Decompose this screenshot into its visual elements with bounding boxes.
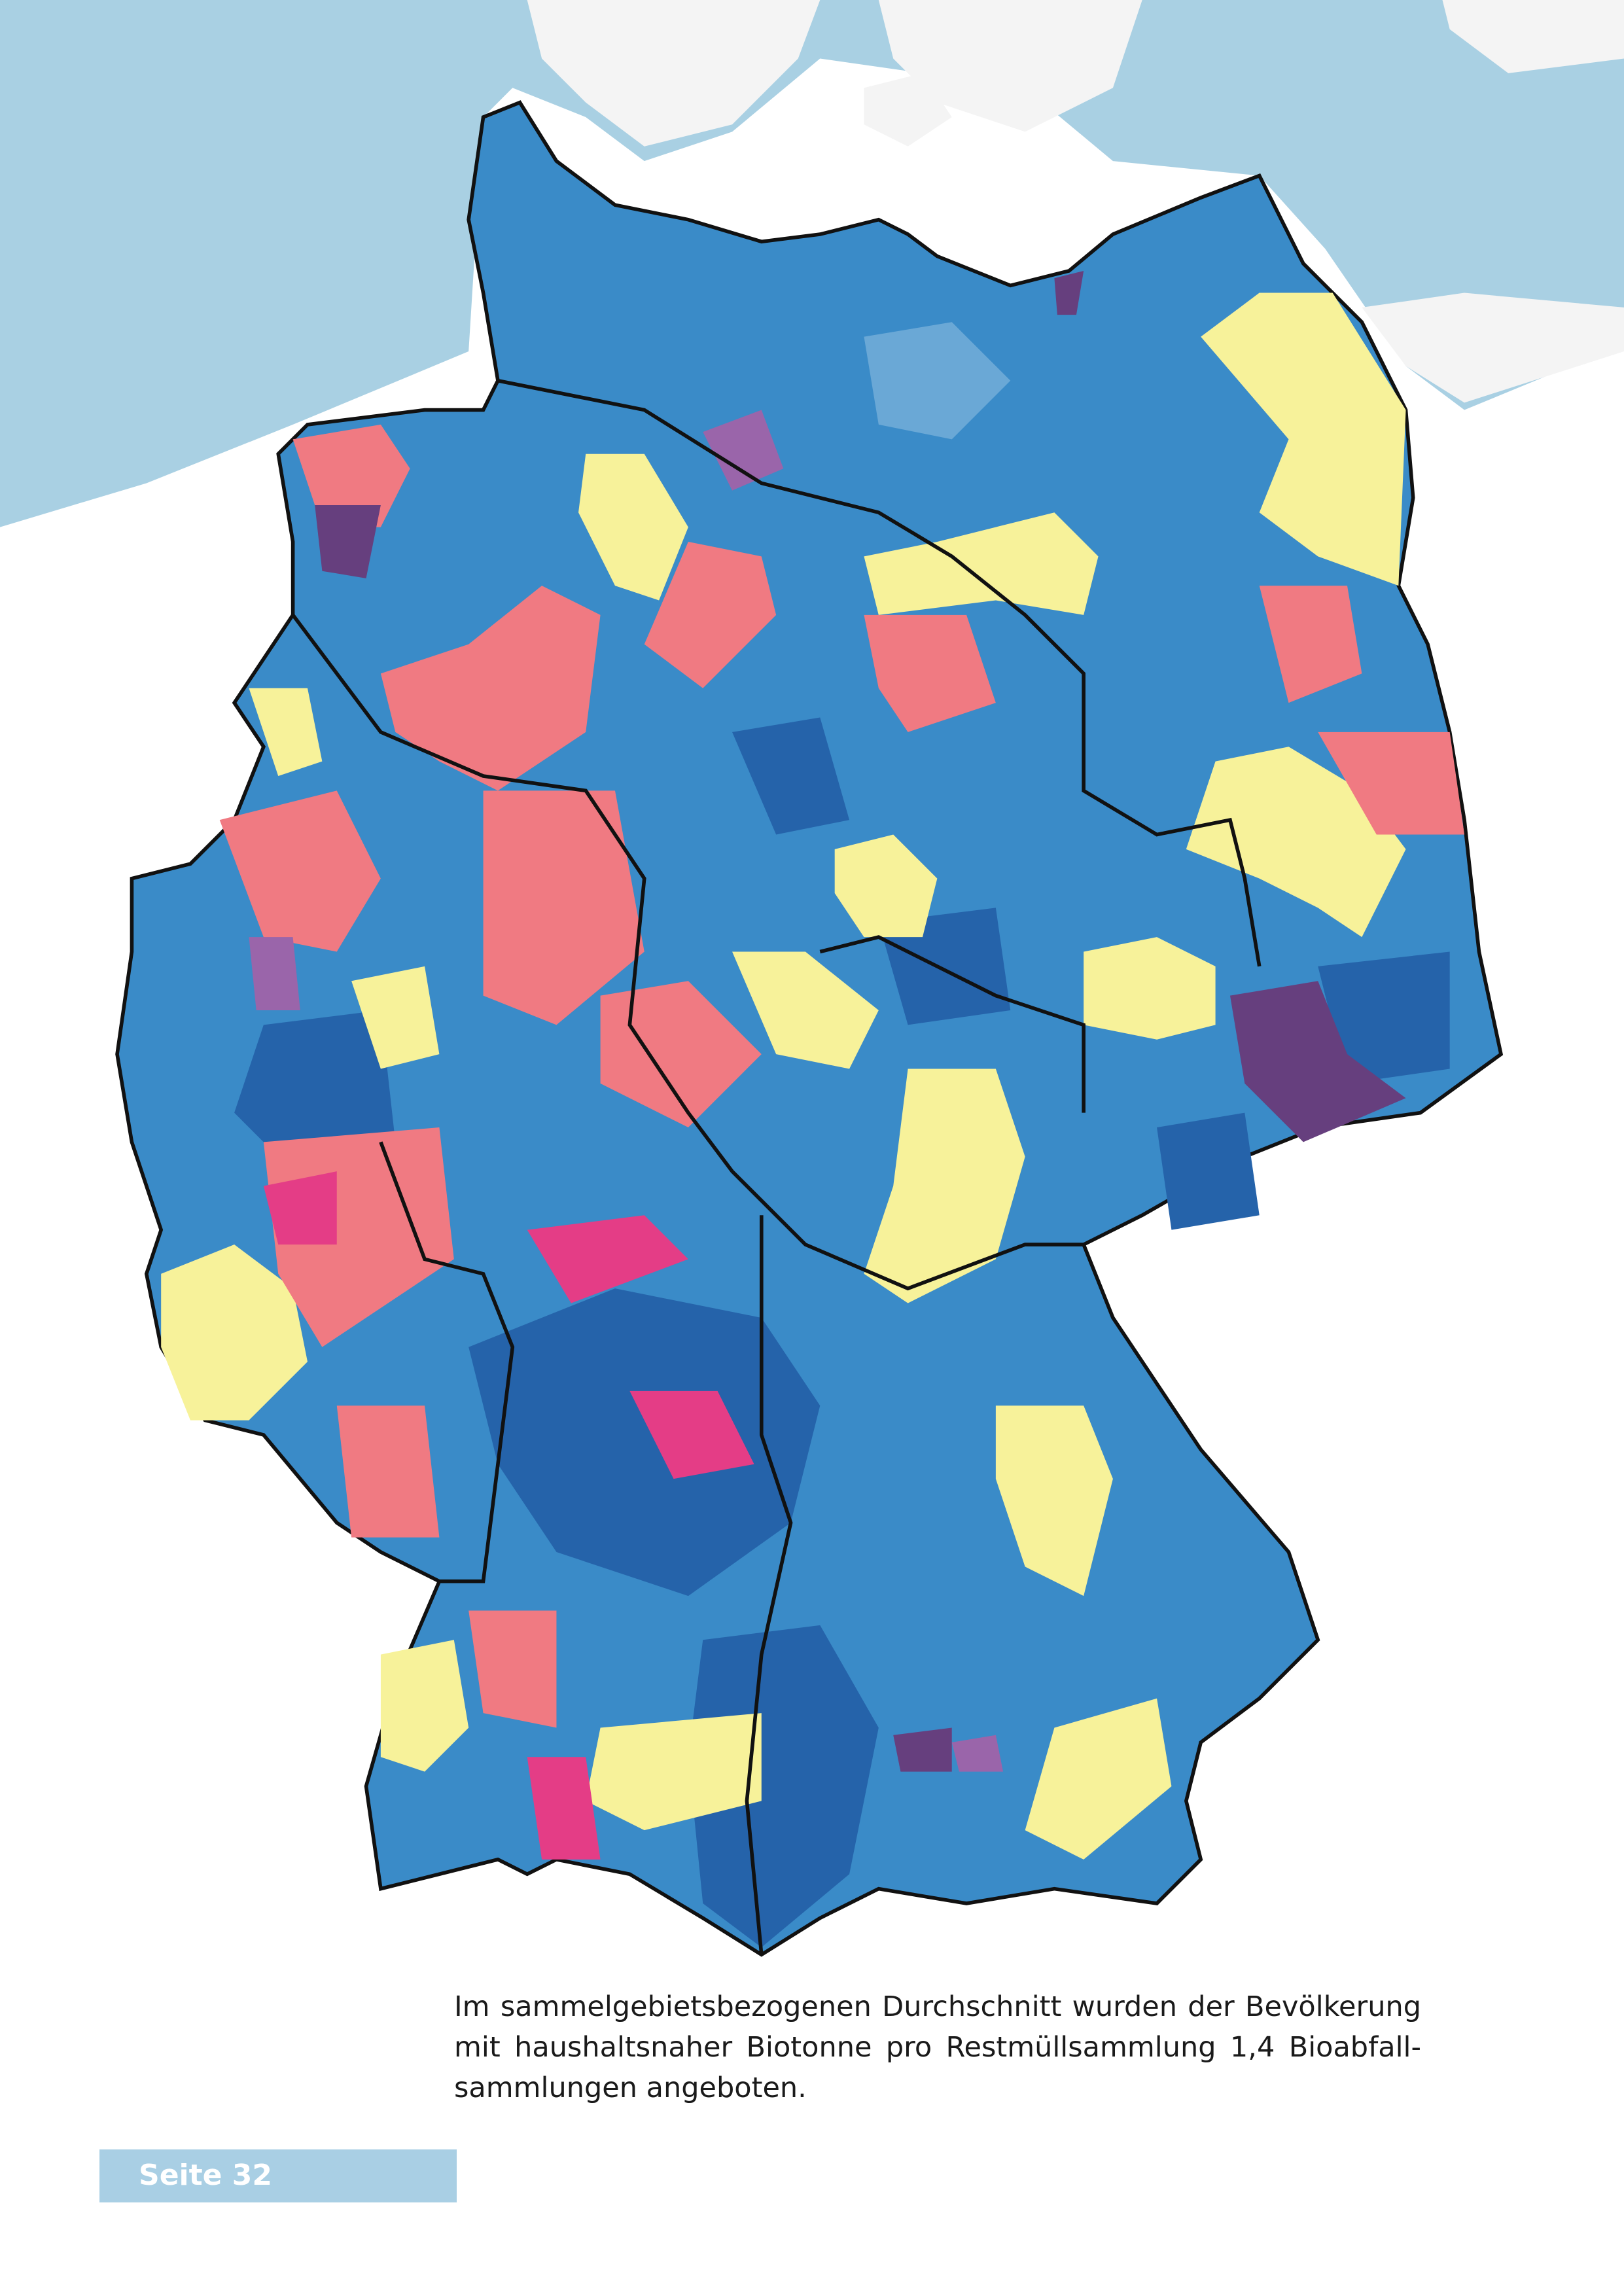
state-border (291, 379, 1262, 1955)
page-label: Seite 32 (139, 2159, 273, 2192)
sea (0, 0, 1624, 527)
region-purple (315, 270, 1406, 1772)
page-footer: Seite 32 (99, 2149, 457, 2202)
map (0, 0, 1624, 1957)
region-dark-blue (234, 717, 1450, 1948)
caption-line: sammlungen angeboten. (454, 2072, 807, 2104)
caption: Im sammelgebietsbezogenen Durchschnitt w… (454, 1987, 1421, 2108)
neighbour-land (527, 0, 1624, 403)
region-yellow (161, 292, 1406, 1860)
region-magenta (263, 1171, 754, 1860)
caption-line: mit haushaltsnaher Biotonne pro Restmüll… (454, 2031, 1421, 2064)
caption-line: Im sammelgebietsbezogenen Durchschnitt w… (454, 1990, 1421, 2023)
region-violet (249, 410, 1004, 1772)
region-light-blue (864, 322, 1011, 440)
